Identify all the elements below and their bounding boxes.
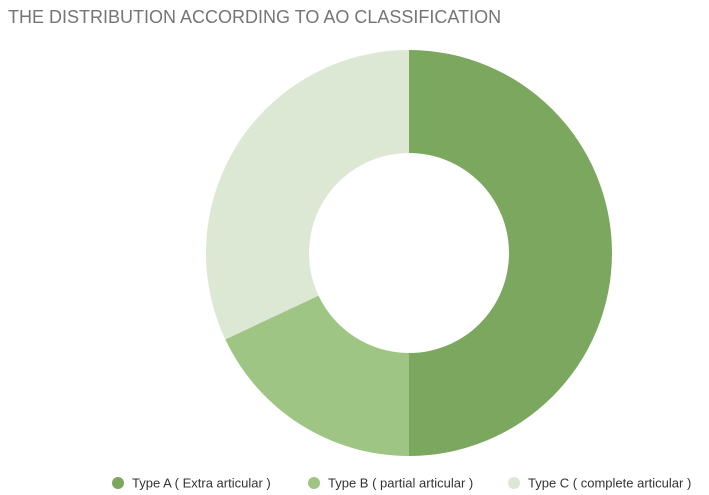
legend-swatch <box>508 477 520 489</box>
donut-slice <box>206 50 409 340</box>
legend-swatch <box>112 477 124 489</box>
legend-label: Type B ( partial articular ) <box>328 475 473 490</box>
legend-swatch <box>308 477 320 489</box>
donut-slice <box>409 50 612 456</box>
donut-slice <box>225 295 409 456</box>
legend-label: Type C ( complete articular ) <box>528 475 691 490</box>
chart-title: THE DISTRIBUTION ACCORDING TO AO CLASSIF… <box>8 7 501 27</box>
legend-label: Type A ( Extra articular ) <box>132 475 271 490</box>
